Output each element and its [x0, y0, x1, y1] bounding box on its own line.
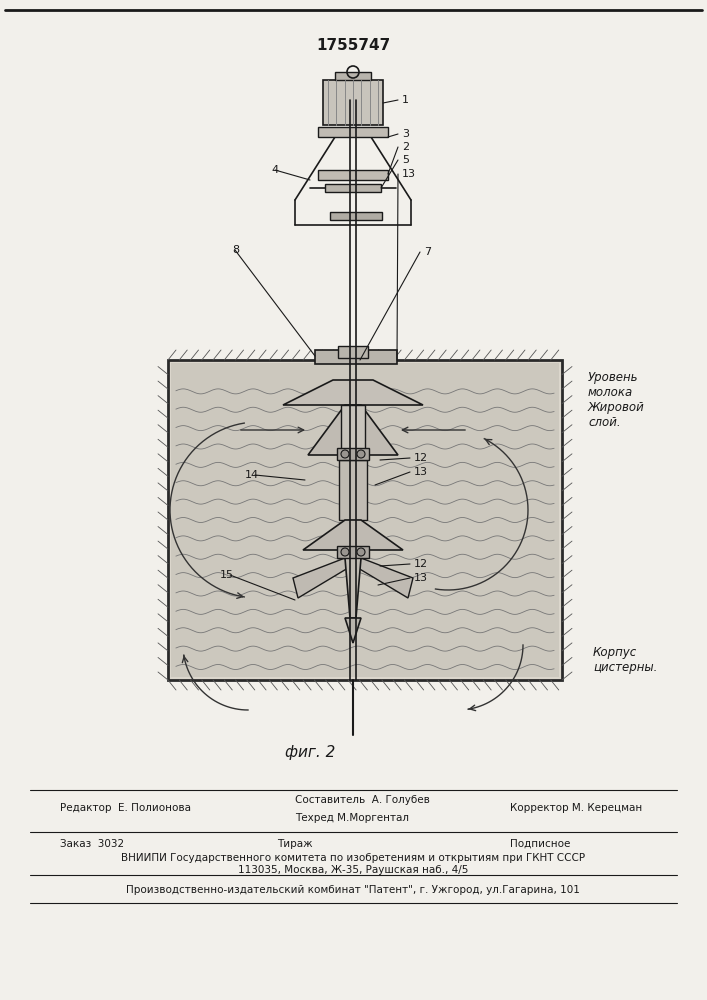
Bar [339, 460, 367, 520]
Bar [318, 170, 388, 180]
Bar [341, 405, 365, 455]
Bar [330, 212, 382, 220]
Polygon shape [358, 558, 413, 598]
Circle shape [357, 450, 365, 458]
Bar [323, 80, 383, 125]
Circle shape [341, 548, 349, 556]
Polygon shape [345, 618, 361, 643]
Text: 12: 12 [414, 453, 428, 463]
Text: 1755747: 1755747 [316, 37, 390, 52]
Polygon shape [308, 405, 398, 455]
Text: 3: 3 [402, 129, 409, 139]
Text: 113035, Москва, Ж-35, Раушская наб., 4/5: 113035, Москва, Ж-35, Раушская наб., 4/5 [238, 865, 468, 875]
Text: ВНИИПИ Государственного комитета по изобретениям и открытиям при ГКНТ СССР: ВНИИПИ Государственного комитета по изоб… [121, 853, 585, 863]
Bar [335, 72, 371, 80]
Text: Корпус
цистерны.: Корпус цистерны. [593, 646, 658, 674]
Polygon shape [345, 558, 361, 618]
Text: Подписное: Подписное [510, 839, 571, 849]
Text: Редактор  Е. Полионова: Редактор Е. Полионова [60, 803, 191, 813]
Text: 1: 1 [402, 95, 409, 105]
Text: Тираж: Тираж [277, 839, 312, 849]
Bar [315, 350, 397, 364]
Text: 12: 12 [414, 559, 428, 569]
Text: Заказ  3032: Заказ 3032 [60, 839, 124, 849]
Text: 4: 4 [272, 165, 279, 175]
Text: 13: 13 [414, 467, 428, 477]
Text: 7: 7 [424, 247, 431, 257]
Text: 13: 13 [414, 573, 428, 583]
Bar [325, 184, 381, 192]
Circle shape [341, 450, 349, 458]
Polygon shape [293, 558, 348, 598]
Text: 5: 5 [402, 155, 409, 165]
Text: 14: 14 [245, 470, 259, 480]
Circle shape [357, 548, 365, 556]
Bar [168, 360, 562, 680]
Bar [337, 448, 369, 460]
Text: Составитель  А. Голубев: Составитель А. Голубев [295, 795, 430, 805]
Bar [171, 363, 559, 677]
Text: 2: 2 [402, 142, 409, 152]
Text: Техред М.Моргентал: Техред М.Моргентал [295, 813, 409, 823]
Text: 13: 13 [402, 169, 416, 179]
Bar [318, 127, 388, 137]
Text: 15: 15 [220, 570, 234, 580]
Bar [337, 546, 369, 558]
Bar [338, 346, 368, 358]
Text: Корректор М. Керецман: Корректор М. Керецман [510, 803, 642, 813]
Text: Производственно-издательский комбинат "Патент", г. Ужгород, ул.Гагарина, 101: Производственно-издательский комбинат "П… [126, 885, 580, 895]
Polygon shape [303, 520, 403, 550]
Text: Уровень
молока
Жировой
слой.: Уровень молока Жировой слой. [588, 371, 645, 429]
Polygon shape [283, 380, 423, 405]
Text: 8: 8 [232, 245, 239, 255]
Text: фиг. 2: фиг. 2 [285, 744, 335, 760]
